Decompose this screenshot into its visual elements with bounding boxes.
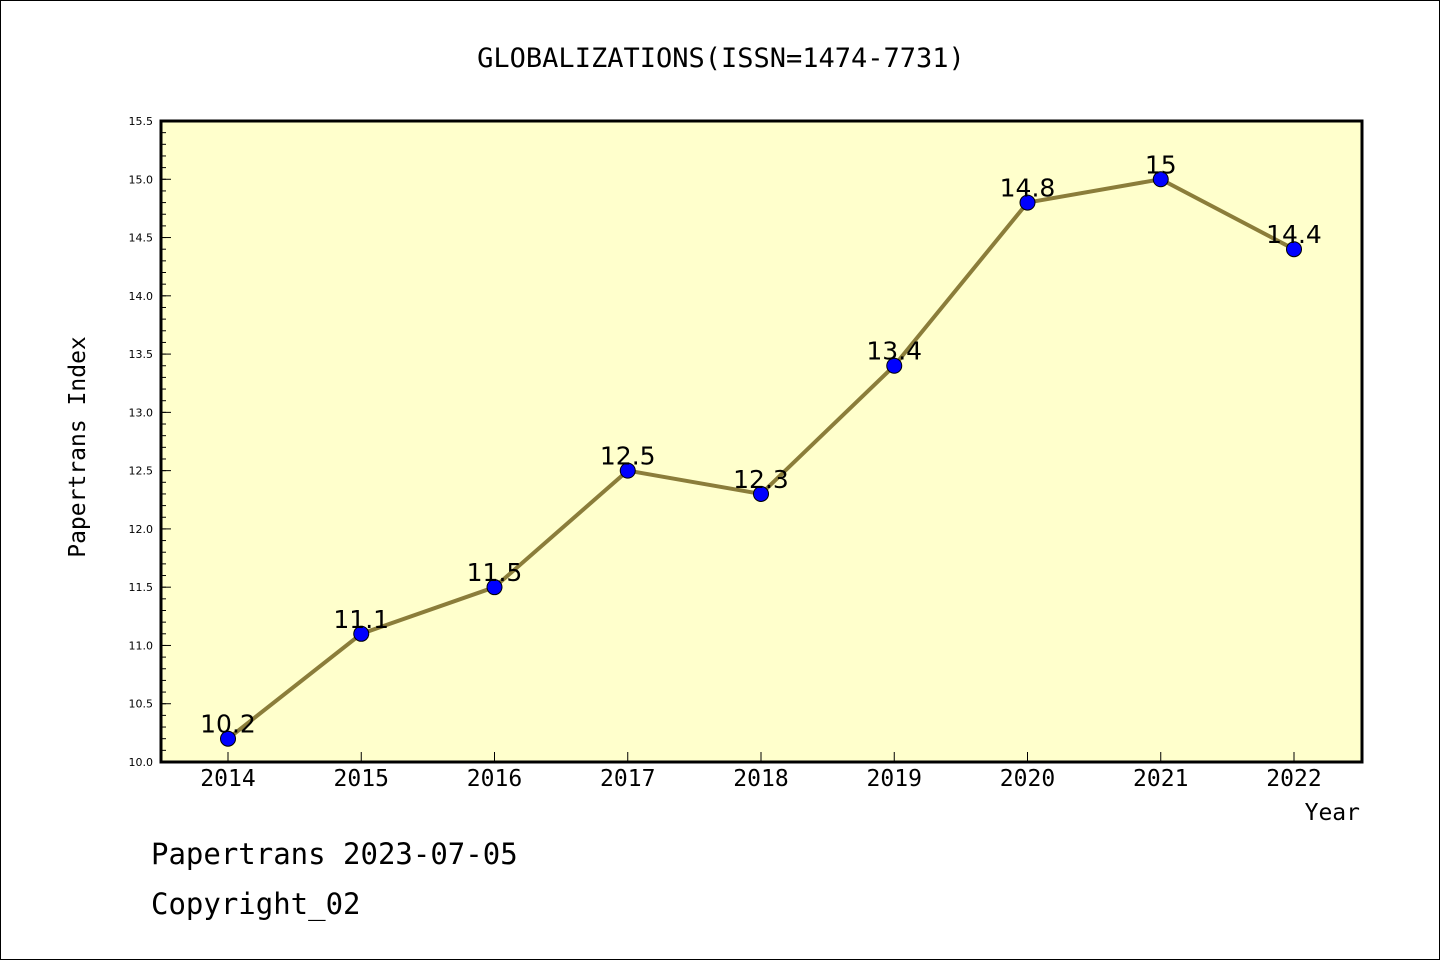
y-tick-label: 10.5 xyxy=(129,698,154,711)
y-tick-label: 12.5 xyxy=(129,465,154,478)
y-tick-label: 12.0 xyxy=(129,523,154,536)
y-tick-label: 13.0 xyxy=(129,406,154,419)
x-tick-label: 2020 xyxy=(1000,766,1055,792)
plot-area xyxy=(161,121,1362,762)
data-point xyxy=(753,485,769,502)
data-point xyxy=(886,357,903,374)
footer-copyright: Copyright_02 xyxy=(151,887,361,922)
x-tick-label: 2022 xyxy=(1266,766,1321,792)
x-axis-ticks: 2014 2015 2016 2017 2018 2019 2020 2021 2022 xyxy=(200,752,1322,792)
data-label: 13.4 xyxy=(866,337,922,366)
x-tick-label: 2016 xyxy=(467,766,522,792)
data-label: 14.4 xyxy=(1266,220,1322,249)
x-axis-label: Year xyxy=(1305,800,1360,826)
data-label: 11.5 xyxy=(467,558,523,587)
data-label: 15 xyxy=(1145,150,1177,179)
y-tick-label: 14.5 xyxy=(129,232,154,245)
data-point xyxy=(619,462,636,479)
y-tick-label: 13.5 xyxy=(129,348,154,361)
data-label: 11.1 xyxy=(333,605,389,634)
data-label: 12.5 xyxy=(600,442,656,471)
y-tick-label: 11.5 xyxy=(129,581,154,594)
data-point xyxy=(1019,194,1036,211)
y-tick-label: 15.5 xyxy=(129,115,154,128)
data-labels: 10.2 11.1 11.5 12.5 12.3 13.4 14.8 15 14.4 xyxy=(200,150,1322,738)
y-tick-label: 10.0 xyxy=(129,756,154,769)
x-tick-label: 2015 xyxy=(334,766,389,792)
chart-title: GLOBALIZATIONS(ISSN=1474-7731) xyxy=(477,43,965,74)
y-tick-label: 11.0 xyxy=(129,639,154,652)
plot-frame xyxy=(159,119,1364,764)
x-tick-label: 2018 xyxy=(733,766,788,792)
footer-date: Papertrans 2023-07-05 xyxy=(151,837,518,871)
data-point xyxy=(220,730,236,747)
data-point xyxy=(1286,241,1302,258)
x-tick-label: 2021 xyxy=(1133,766,1188,792)
data-point xyxy=(353,625,370,642)
y-tick-label: 14.0 xyxy=(129,290,154,303)
y-tick-label: 15.0 xyxy=(129,173,154,186)
data-label: 10.2 xyxy=(200,710,256,739)
data-point xyxy=(1152,171,1169,188)
data-label: 12.3 xyxy=(733,465,789,494)
y-axis-ticks: 10.0 10.5 11.0 11.5 12.0 12.5 13.0 13.5 14.0 14.5… xyxy=(129,115,171,769)
data-point xyxy=(486,579,503,596)
data-point-markers xyxy=(220,171,1302,747)
y-axis-label: Papertrans Index xyxy=(65,336,91,558)
data-label: 14.8 xyxy=(1000,174,1056,203)
x-tick-label: 2019 xyxy=(867,766,922,792)
x-tick-label: 2017 xyxy=(600,766,655,792)
x-tick-label: 2014 xyxy=(200,766,255,792)
